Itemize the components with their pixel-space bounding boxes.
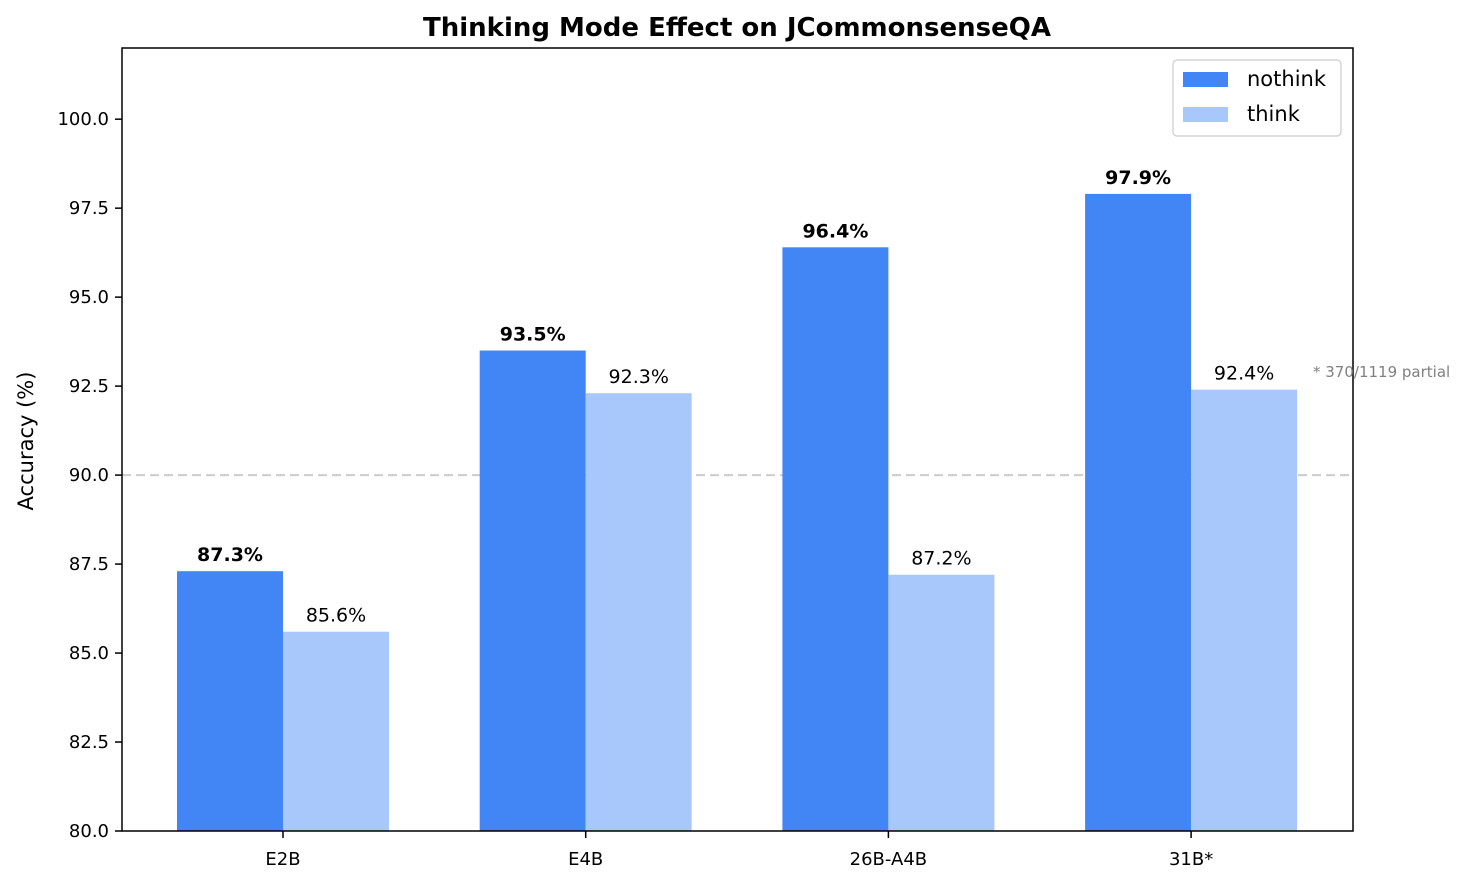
partial-annotation: * 370/1119 partial	[1313, 363, 1450, 381]
legend-label-think: think	[1247, 102, 1301, 126]
bar-nothink-e2b	[177, 571, 283, 831]
legend-swatch-nothink	[1183, 72, 1228, 87]
y-tick-label: 90.0	[69, 465, 109, 486]
bar-think-e2b	[283, 631, 389, 831]
y-tick-label: 95.0	[69, 287, 109, 308]
y-tick-label: 100.0	[57, 109, 109, 130]
data-label-nothink: 87.3%	[197, 544, 263, 566]
x-tick-label: E4B	[568, 849, 603, 870]
legend: nothink think	[1172, 59, 1342, 137]
data-label-think: 92.4%	[1214, 363, 1274, 385]
y-tick-label: 85.0	[69, 643, 109, 664]
x-tick-label: 26B-A4B	[850, 849, 927, 870]
y-axis-title: Accuracy (%)	[14, 372, 38, 511]
bar-nothink-e4b	[479, 350, 586, 831]
bar-label-group: 87.3% 93.5% 96.4% 97.9% 85.6% 92.3% 87.2% 92.4%	[197, 167, 1274, 627]
bar-think-26b-a4b	[888, 574, 995, 831]
y-tick-label: 87.5	[69, 554, 109, 575]
data-label-nothink: 97.9%	[1105, 167, 1171, 189]
data-label-think: 85.6%	[306, 605, 366, 627]
bar-think-31b-	[1191, 389, 1298, 831]
y-tick-label: 82.5	[69, 732, 109, 753]
y-tick-label: 97.5	[69, 198, 109, 219]
y-tick-label: 80.0	[69, 821, 109, 842]
y-axis: 80.0 82.5 85.0 87.5 90.0 92.5 95.0 97.5 100.0	[57, 109, 122, 842]
data-label-think: 92.3%	[609, 366, 669, 388]
plot-frame	[121, 47, 1354, 832]
bar-group	[177, 193, 1298, 832]
chart-title: Thinking Mode Effect on JCommonsenseQA	[423, 13, 1051, 43]
legend-label-nothink: nothink	[1247, 67, 1327, 91]
y-tick-label: 92.5	[69, 376, 109, 397]
bar-nothink-31b-	[1085, 193, 1192, 831]
x-tick-label: 31B*	[1169, 849, 1213, 870]
data-label-nothink: 96.4%	[802, 220, 868, 242]
data-label-think: 87.2%	[911, 548, 971, 570]
legend-swatch-think	[1183, 107, 1228, 122]
bar-think-e4b	[585, 393, 692, 831]
x-axis: E2B E4B 26B-A4B 31B*	[265, 831, 1213, 870]
x-tick-label: E2B	[265, 849, 300, 870]
bar-nothink-26b-a4b	[782, 247, 889, 832]
data-label-nothink: 93.5%	[500, 324, 566, 346]
